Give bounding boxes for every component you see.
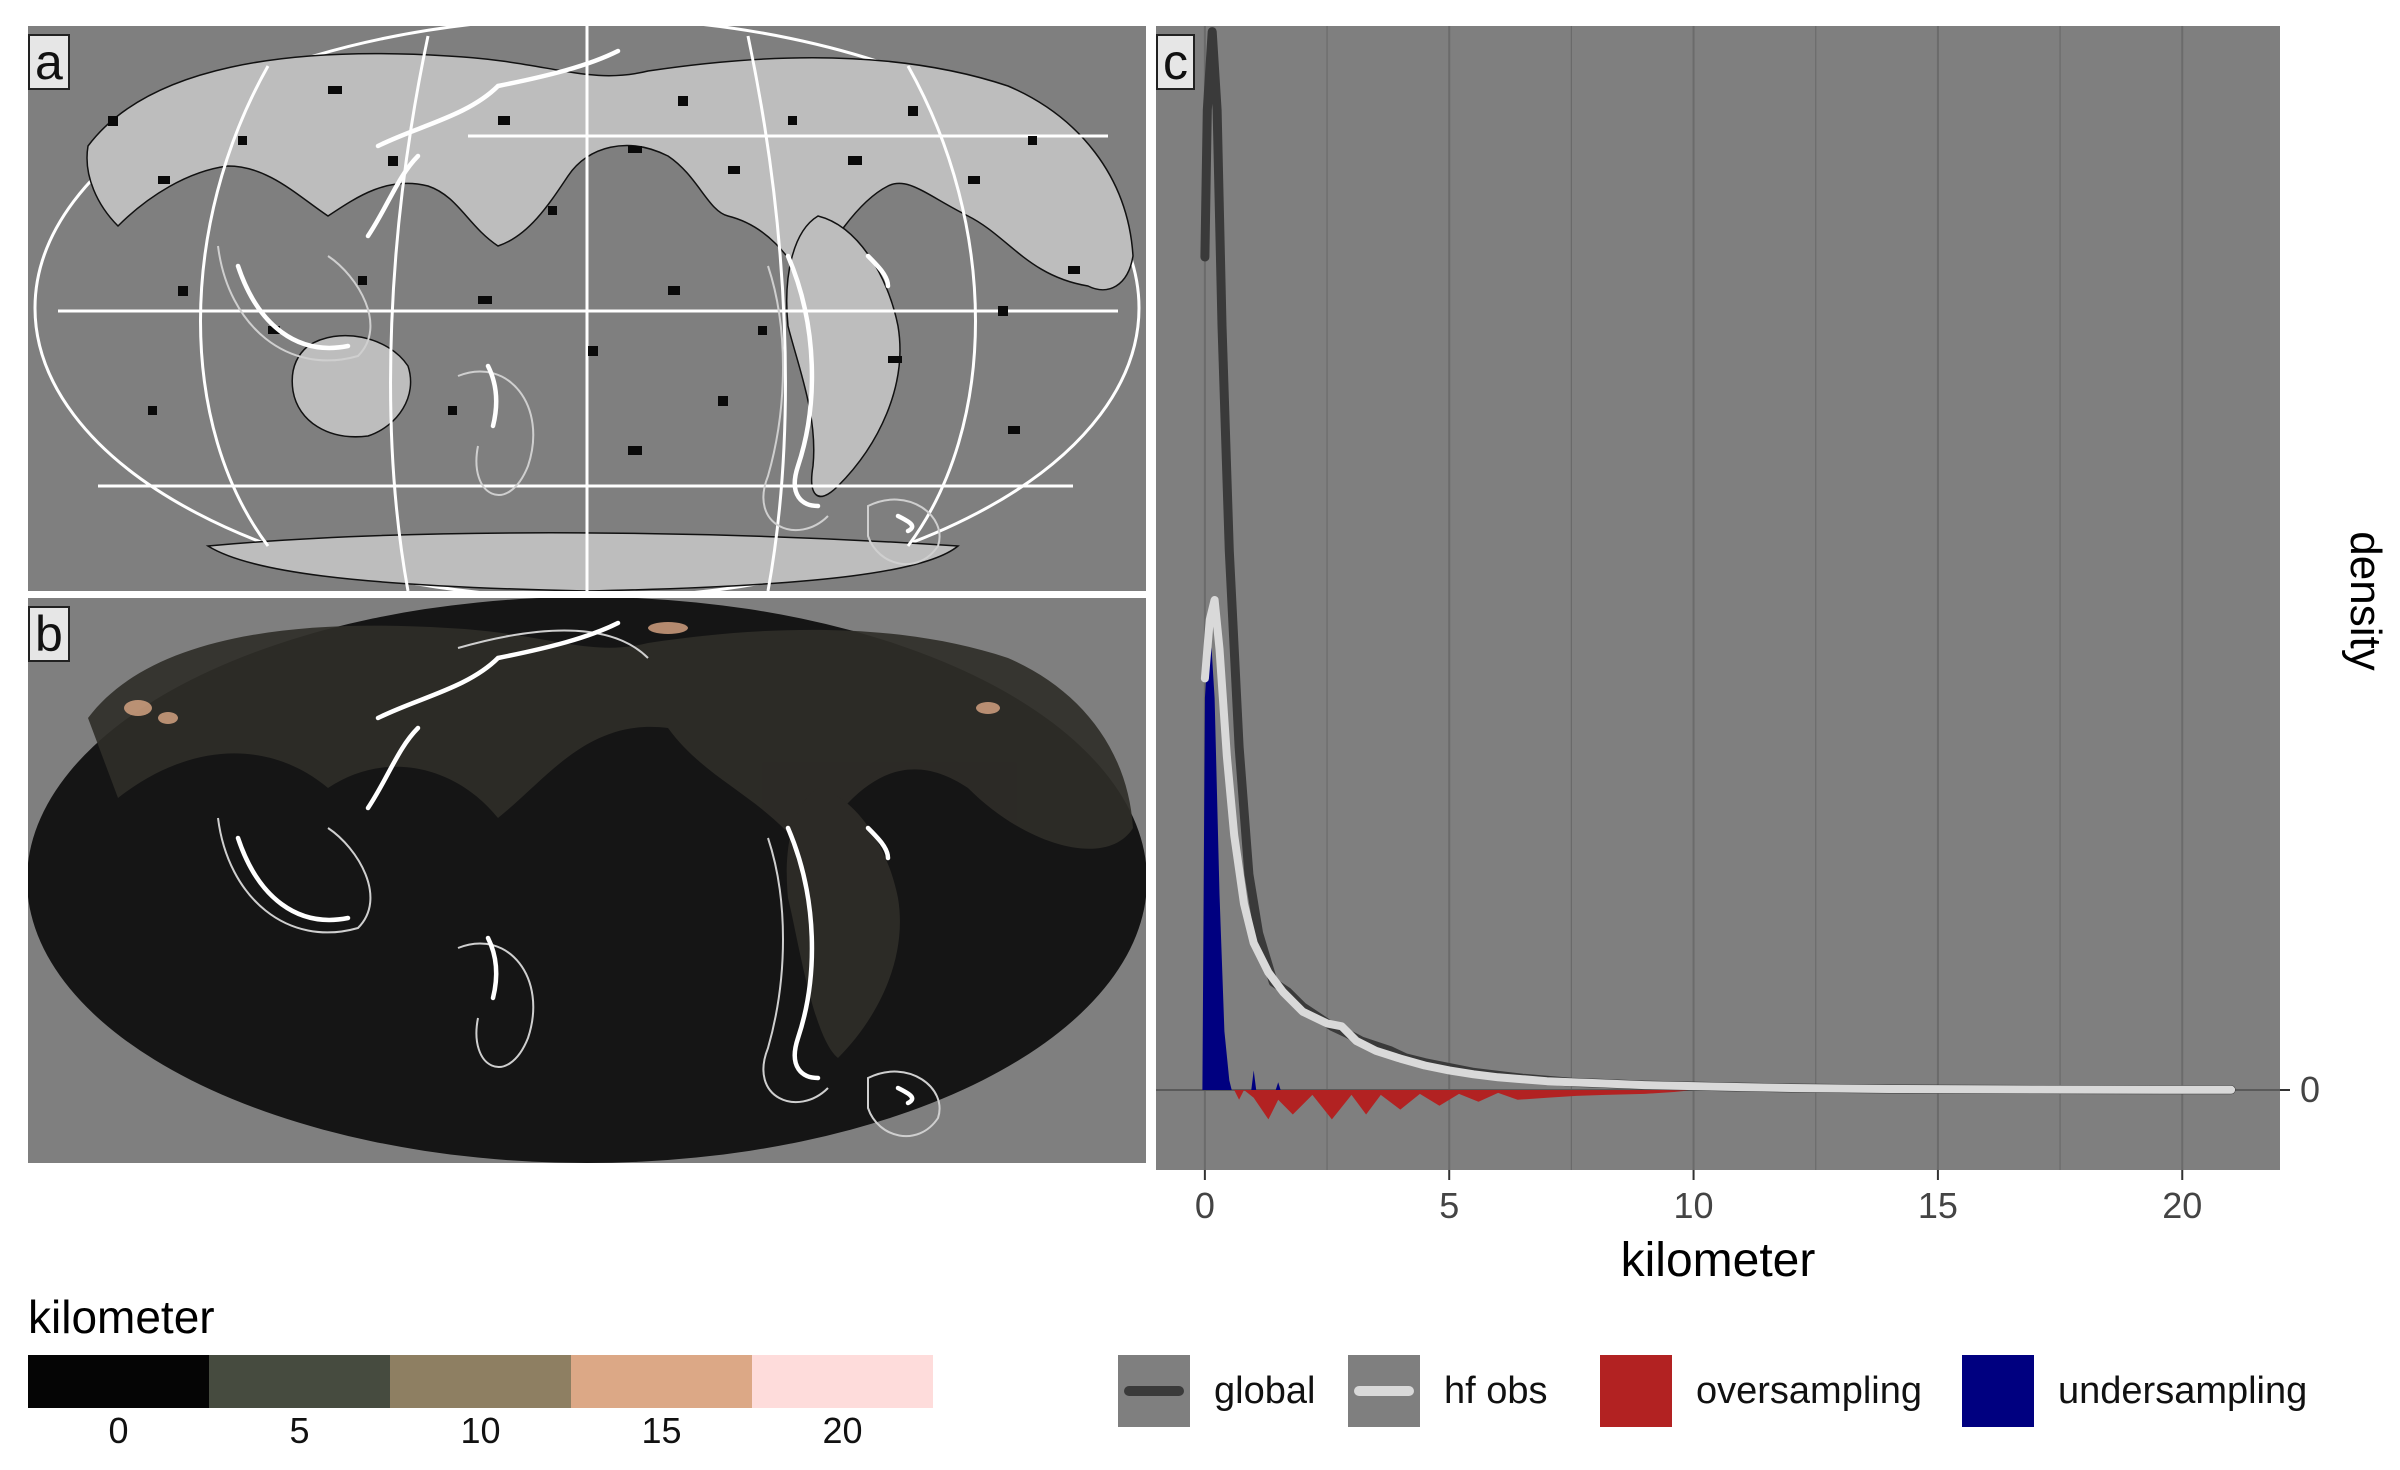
map-a-observation-points — [108, 86, 1080, 455]
panel-a-tag: a — [28, 34, 70, 90]
panel-c-tag: c — [1156, 34, 1195, 90]
map-b-subduction-buffers — [217, 629, 941, 1137]
legend-key-global — [1118, 1355, 1190, 1427]
density-chart-svg: 0 5 10 15 20 0 kilometer density — [1156, 26, 2390, 1287]
series-oversampling-area — [1234, 1090, 1694, 1120]
legend-key-line — [1124, 1386, 1184, 1396]
panel-b-map: b — [27, 597, 1147, 1163]
map-b-subduction-zones — [235, 620, 915, 1106]
map-a-graticule — [58, 26, 1118, 592]
legend-key-line — [1354, 1386, 1414, 1396]
map-a-subduction-buffers — [217, 245, 941, 565]
legend-key-oversampling — [1600, 1355, 1672, 1427]
map-a-subduction-zones — [235, 48, 915, 534]
map-a-svg — [33, 16, 1141, 600]
map-b-terrain — [88, 625, 1133, 1058]
colorbar-segment — [28, 1355, 209, 1408]
x-tick-label: 15 — [1918, 1185, 1958, 1226]
colorbar-tick-label: 5 — [289, 1410, 310, 1451]
y-tick-label: 0 — [2300, 1069, 2320, 1110]
density-lines — [1200, 27, 2236, 1095]
legend-key-undersampling — [1962, 1355, 2034, 1427]
colorbar-tick-label: 20 — [822, 1410, 863, 1451]
colorbar-segment — [571, 1355, 752, 1408]
x-tick-label: 0 — [1195, 1185, 1215, 1226]
map-b-hotspots — [124, 622, 1000, 724]
panel-a-map: a — [28, 16, 1146, 600]
x-tick-label: 10 — [1674, 1185, 1714, 1226]
colorbar-title: kilometer — [28, 1291, 215, 1343]
legend-label-hf-obs: hf obs — [1444, 1370, 1548, 1412]
density-areas — [1202, 619, 1694, 1120]
y-axis-title: density — [2341, 531, 2390, 670]
series-hf-obs-line — [1200, 596, 2236, 1094]
panel-c-chart: 0 5 10 15 20 0 kilometer density c — [1156, 26, 2400, 1287]
panel-b-tag: b — [28, 606, 70, 662]
colorbar — [28, 1355, 933, 1408]
legend-key-hf-obs — [1348, 1355, 1420, 1427]
series-undersampling-area — [1202, 619, 1281, 1090]
x-axis-title: kilometer — [1621, 1234, 1816, 1286]
colorbar-tick-label: 10 — [460, 1410, 501, 1451]
x-tick-label: 20 — [2162, 1185, 2202, 1226]
colorbar-segment — [752, 1355, 933, 1408]
density-ticks: 0 5 10 15 20 0 — [1195, 1069, 2320, 1226]
colorbar-segment — [209, 1355, 390, 1408]
x-tick-label: 5 — [1439, 1185, 1459, 1226]
density-plot-background — [1156, 26, 2280, 1170]
map-b-svg — [27, 597, 1147, 1163]
legend-label-oversampling: oversampling — [1696, 1370, 1922, 1412]
legend-label-global: global — [1214, 1370, 1316, 1412]
legend-label-undersampling: undersampling — [2058, 1370, 2308, 1412]
colorbar-tick-label: 15 — [641, 1410, 682, 1451]
colorbar-segment — [390, 1355, 571, 1408]
colorbar-tick-label: 0 — [108, 1410, 129, 1451]
